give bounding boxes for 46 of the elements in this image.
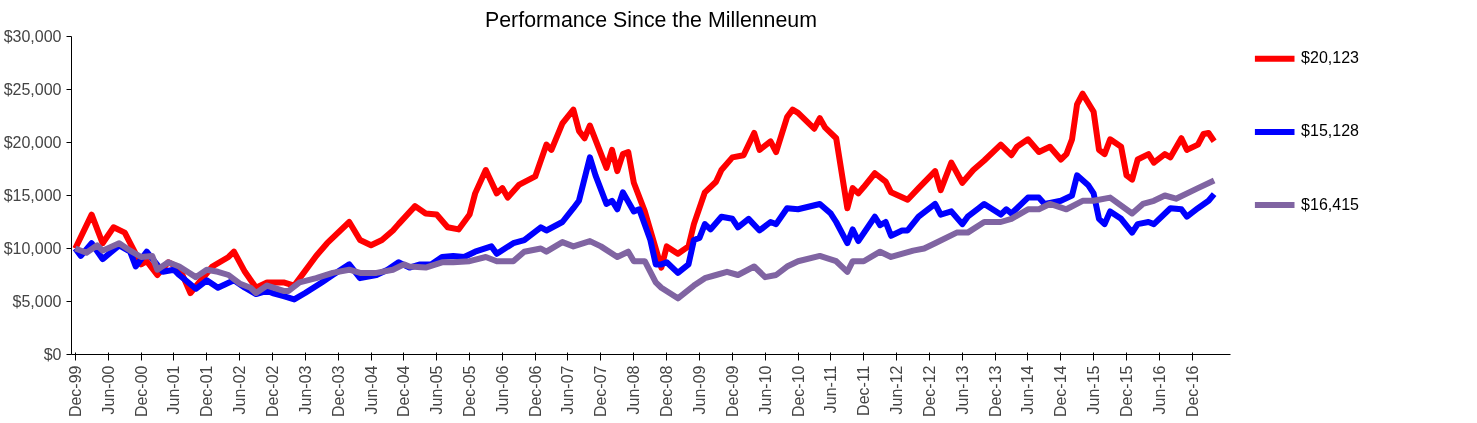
x-tick-label: Jun-13: [953, 365, 971, 415]
text: $16,415: [1301, 195, 1360, 213]
y-tick-label: $15,000: [3, 187, 62, 204]
x-tick-label: Jun-00: [99, 365, 117, 415]
y-tick-label: $30,000: [3, 28, 62, 45]
x-tick-label: Jun-09: [690, 365, 708, 415]
x-tick-label: Dec-99: [66, 365, 84, 418]
x-tick-label: Dec-12: [921, 365, 939, 418]
x-tick-label: Dec-05: [461, 365, 479, 418]
x-tick-label: Dec-06: [526, 365, 544, 418]
x-tick-label: Dec-01: [198, 365, 216, 418]
x-tick-label: Dec-00: [132, 365, 150, 418]
x-tick-label: Jun-10: [756, 365, 774, 415]
x-tick-label: Jun-16: [1150, 365, 1168, 415]
x-tick-label: Dec-04: [395, 365, 413, 418]
x-tick-label: Dec-07: [592, 365, 610, 418]
x-tick-label: Dec-03: [329, 365, 347, 418]
x-tick-label: Jun-15: [1085, 365, 1103, 415]
x-tick-label: Dec-16: [1183, 365, 1201, 418]
x-tick-label: Dec-14: [1052, 365, 1070, 418]
x-tick-label: Jun-02: [231, 365, 249, 415]
y-tick-label: $25,000: [3, 81, 62, 98]
x-tick-label: Dec-09: [723, 365, 741, 418]
x-tick-label: Dec-08: [658, 365, 676, 418]
x-tick-label: Jun-07: [559, 365, 577, 415]
y-tick-label: $20,000: [3, 134, 62, 151]
text: $15,128: [1301, 122, 1360, 140]
x-tick-label: Jun-03: [296, 365, 314, 415]
y-tick-label: $10,000: [3, 240, 62, 257]
chart-title: Performance Since the Millenneum: [485, 7, 817, 32]
y-tick-label: $5,000: [12, 293, 62, 310]
x-tick-label: Jun-12: [888, 365, 906, 415]
x-tick-label: Jun-06: [493, 365, 511, 415]
text: $20,123: [1301, 49, 1360, 67]
x-tick-label: Jun-08: [625, 365, 643, 415]
x-tick-label: Dec-13: [986, 365, 1004, 418]
x-tick-label: Jun-05: [428, 365, 446, 415]
x-tick-label: Dec-15: [1118, 365, 1136, 418]
x-tick-label: Jun-11: [822, 365, 840, 414]
x-tick-label: Dec-11: [855, 365, 873, 416]
x-tick-label: Jun-04: [362, 365, 380, 415]
y-tick-label: $0: [43, 346, 62, 363]
x-tick-label: Jun-14: [1019, 365, 1037, 415]
x-tick-label: Dec-10: [789, 365, 807, 418]
x-tick-label: Jun-01: [165, 365, 183, 415]
x-tick-label: Dec-02: [263, 365, 281, 418]
